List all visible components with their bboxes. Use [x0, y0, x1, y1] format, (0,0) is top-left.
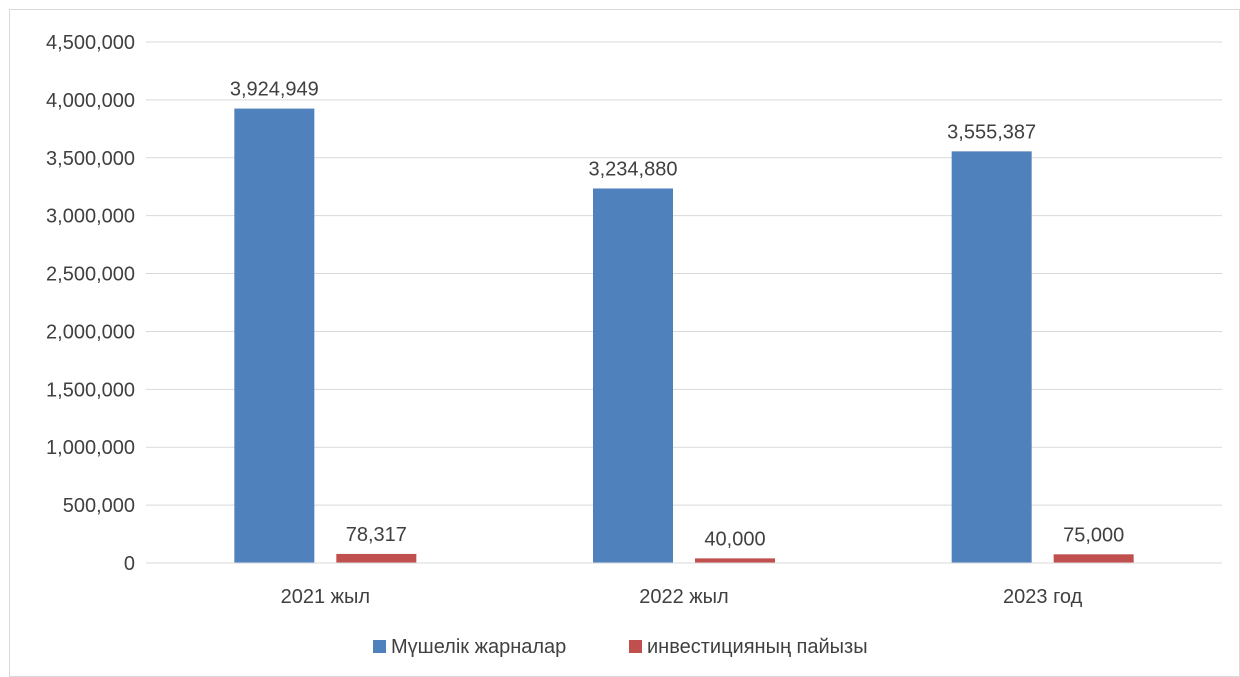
y-tick-label: 3,500,000 [46, 148, 135, 170]
y-tick-label: 1,000,000 [46, 437, 135, 459]
bar [593, 188, 673, 563]
bar [336, 553, 417, 563]
bar [695, 558, 775, 563]
y-tick-label: 2,500,000 [46, 264, 135, 286]
data-label: 78,317 [346, 524, 407, 546]
bar [234, 108, 315, 563]
y-tick-label: 500,000 [63, 495, 135, 517]
y-tick-label: 0 [124, 553, 135, 575]
legend-swatch [373, 640, 386, 653]
legend-label: инвестицияның пайызы [647, 636, 868, 658]
data-label: 40,000 [704, 528, 765, 550]
gridlines [146, 41, 1222, 506]
bar [951, 151, 1032, 564]
data-labels: 3,924,949 78,317 3,234,880 40,000 3,555,387 7… [230, 79, 1124, 551]
x-tick-label: 2021 жыл [281, 586, 370, 608]
x-tick-label: 2022 жыл [639, 586, 728, 608]
legend-label: Мүшелік жарналар [391, 636, 566, 658]
y-tick-label: 4,000,000 [46, 90, 135, 112]
data-label: 3,924,949 [230, 79, 319, 101]
x-axis-ticks: 2021 жыл 2022 жыл 2023 год [281, 586, 1083, 608]
legend-swatch [629, 640, 642, 653]
bars [234, 108, 1134, 564]
legend: Мүшелік жарналар инвестицияның пайызы [373, 636, 868, 658]
y-tick-label: 3,000,000 [46, 206, 135, 228]
y-axis-ticks: 0 500,000 1,000,000 1,500,000 2,000,000 2,500… [46, 32, 135, 575]
y-tick-label: 4,500,000 [46, 32, 135, 54]
data-label: 3,555,387 [947, 121, 1036, 143]
data-label: 3,234,880 [589, 158, 678, 180]
y-tick-label: 2,000,000 [46, 321, 135, 343]
y-tick-label: 1,500,000 [46, 379, 135, 401]
bar [1053, 554, 1134, 563]
x-tick-label: 2023 год [1003, 586, 1083, 608]
data-label: 75,000 [1063, 524, 1124, 546]
